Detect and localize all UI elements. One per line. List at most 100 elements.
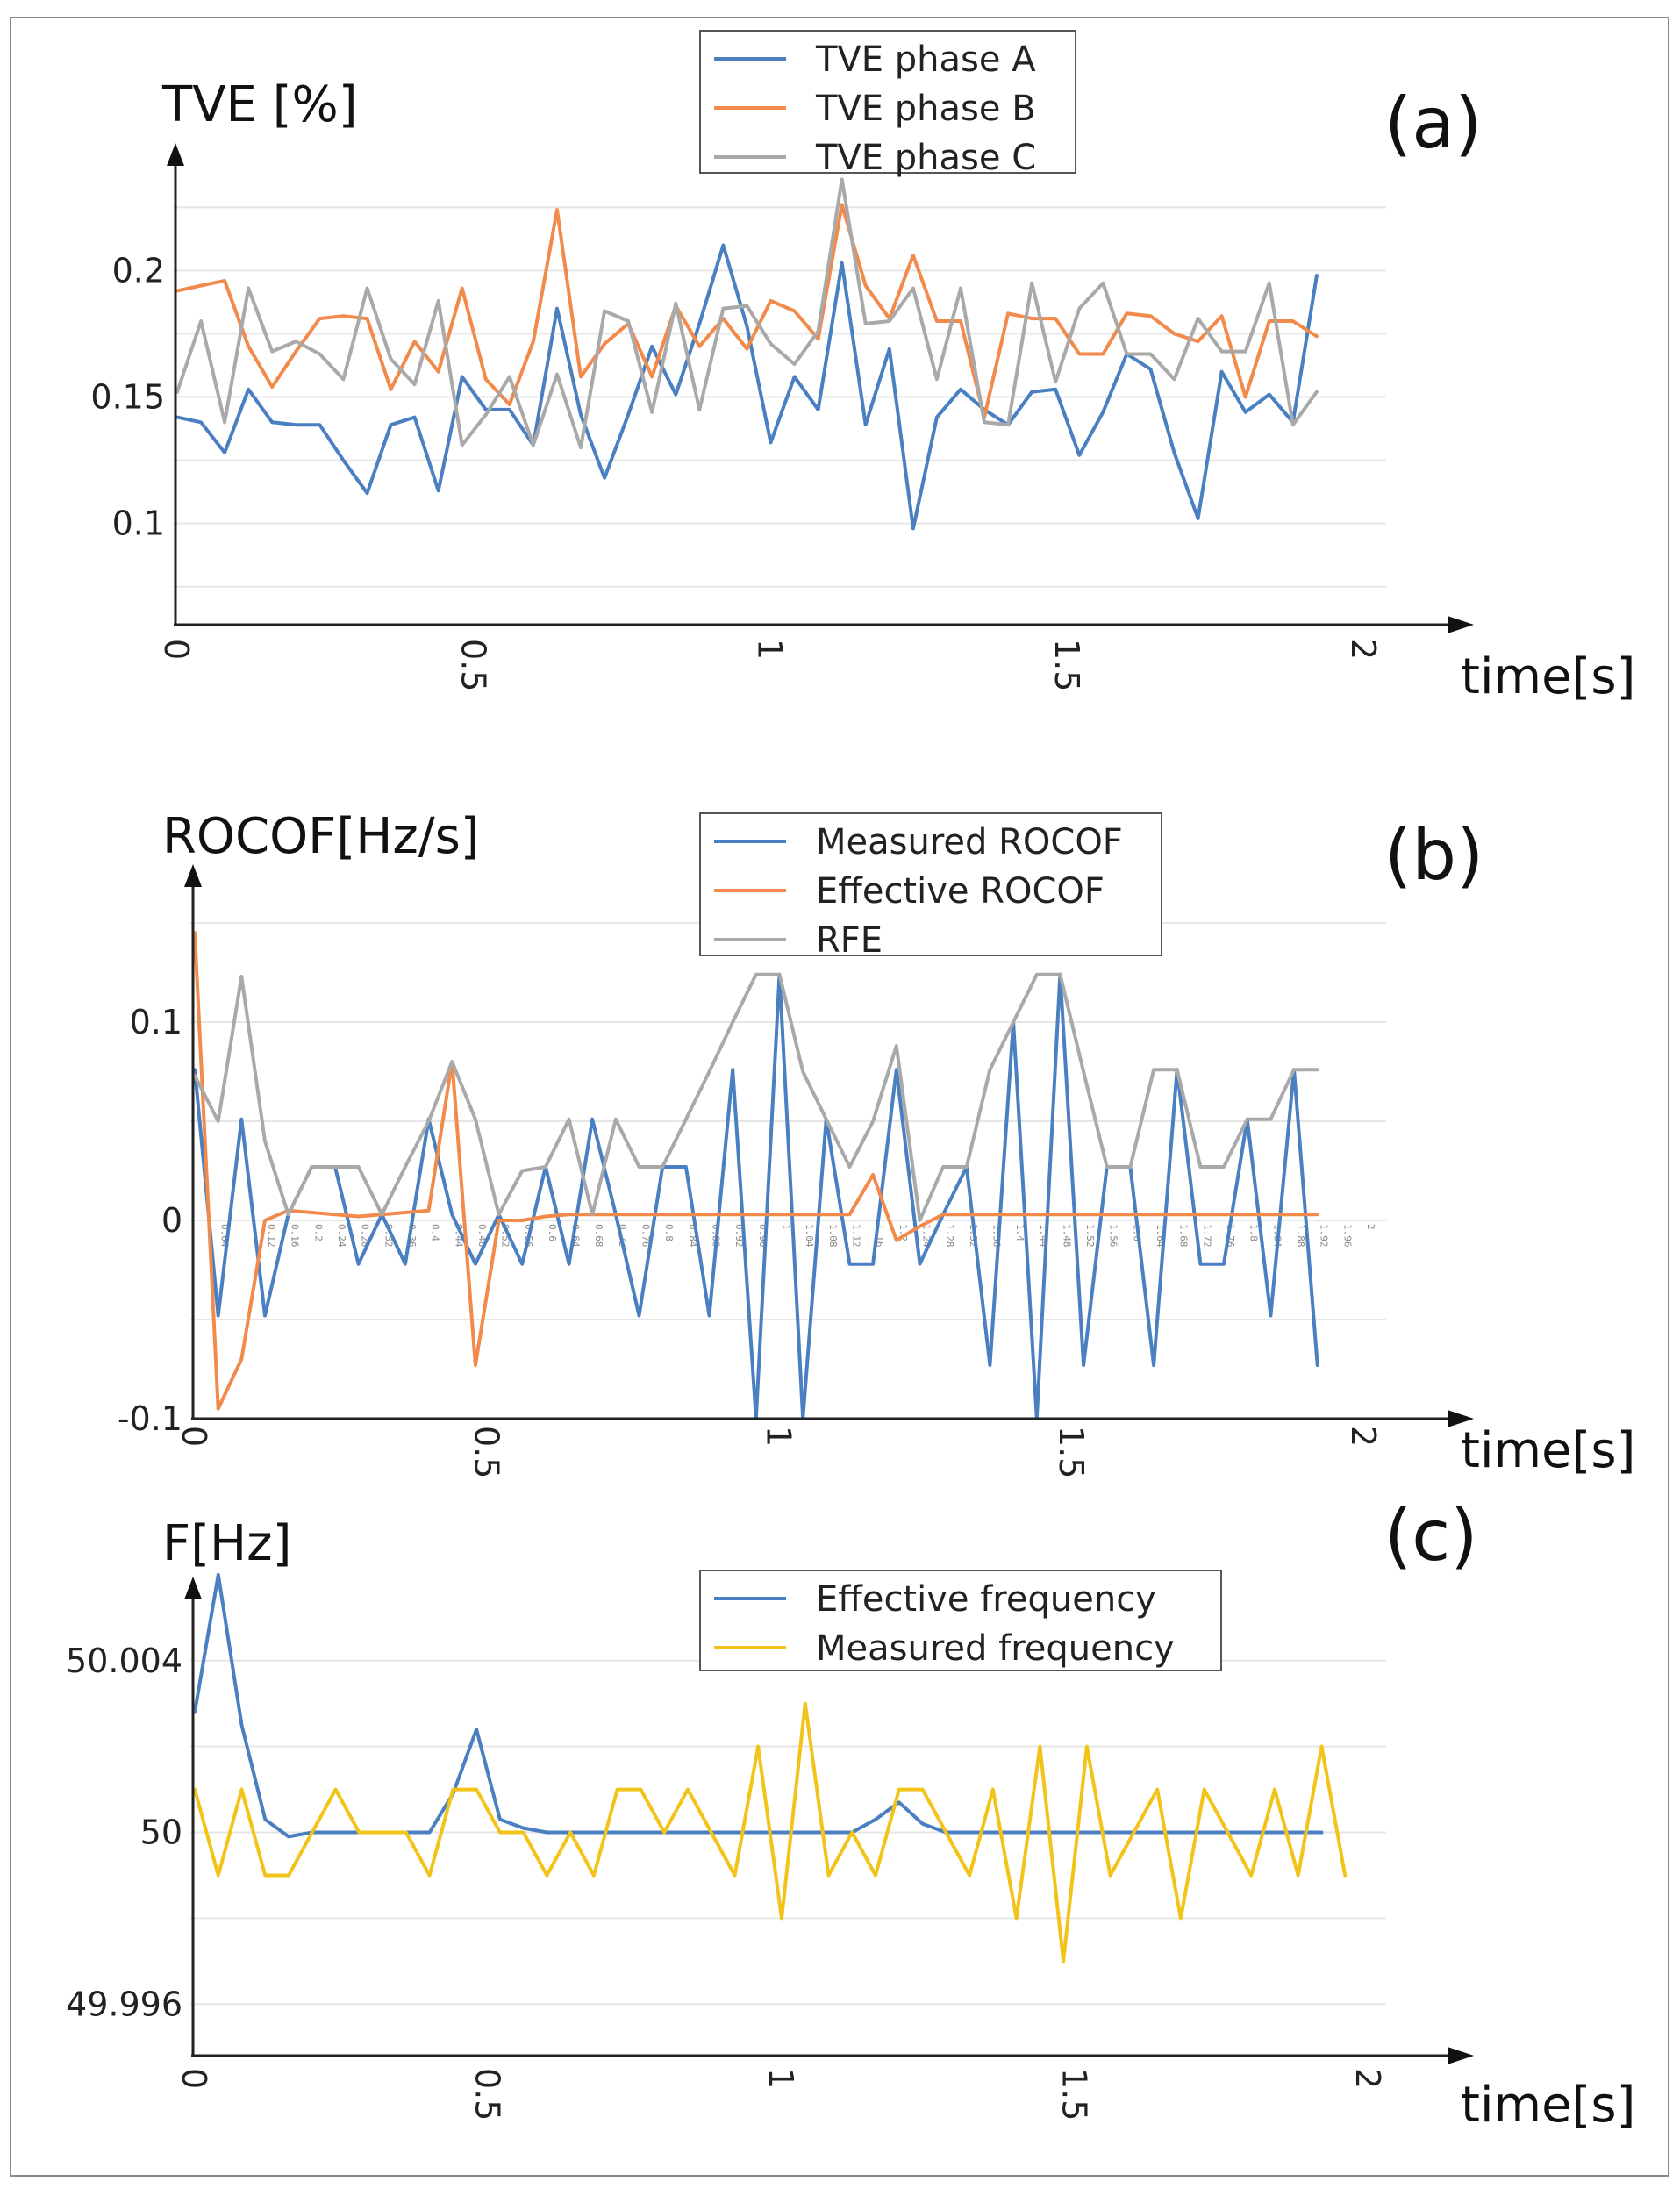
y-axis-arrow [184,1577,202,1599]
minor-tick-label: 1.8 [1248,1224,1260,1241]
legend-label: Measured frequency [816,1628,1175,1669]
legend-label: TVE phase A [815,39,1036,80]
panel-a-xlabel: time[s] [1461,648,1635,705]
panel-a-ylabel: TVE [%] [161,76,358,133]
panel-b-legend-box [699,812,1162,956]
minor-tick-label: 1.4 [1014,1224,1026,1241]
legend-label: RFE [816,920,883,961]
y-tick-label: 50.004 [66,1642,182,1680]
panel-b-axes [184,864,1474,1427]
minor-tick-label: 1.96 [1341,1224,1353,1248]
y-tick-label: 0.1 [112,504,165,543]
panel-a-series [175,177,1319,531]
panel-c-xlabel: time[s] [1461,2077,1635,2134]
legend-label: Measured ROCOF [816,822,1123,862]
y-tick-label: 50 [140,1813,182,1852]
figure-frame [10,17,1669,2177]
x-tick-label: 1.5 [1052,1426,1090,1478]
y-tick-label: 0 [161,1201,182,1240]
x-tick-label: 0.5 [454,639,492,691]
minor-tick-label: 2 [1365,1224,1376,1230]
minor-tick-label: 1.72 [1201,1224,1212,1248]
minor-tick-label: 0.16 [290,1224,301,1248]
x-tick-label: 0 [175,2068,213,2089]
panel-a-yticks: 0.1 0.15 0.2 [90,251,165,542]
minor-tick-label: 1.12 [850,1224,861,1248]
minor-tick-label: 0.44 [453,1224,464,1248]
minor-tick-label: 0.68 [593,1224,604,1248]
panel-b-xticks: 0 0.5 1 1.5 2 [175,1426,1383,1478]
x-tick-label: 0 [175,1426,213,1447]
x-tick-label: 1 [761,2068,800,2089]
minor-tick-label: 1.52 [1084,1224,1096,1248]
minor-tick-label: 0.32 [382,1224,394,1248]
y-tick-label: -0.1 [118,1399,182,1438]
x-tick-label: 0.5 [468,2068,507,2121]
series-line-tve-phase-b [175,203,1319,419]
minor-tick-label: 0.2 [312,1224,324,1241]
panel-c-xticks: 0 0.5 1 1.5 2 [175,2068,1387,2121]
minor-tick-label: 1.92 [1319,1224,1330,1248]
panel-c-yticks: 49.996 50 50.004 [66,1642,182,2024]
minor-tick-label: 1.28 [944,1224,955,1248]
panel-c-legend-box [699,1570,1222,1671]
minor-tick-label: 0.4 [430,1224,441,1241]
minor-tick-label: 1.56 [1108,1224,1119,1248]
panel-a-axes [167,143,1474,633]
x-tick-label: 2 [1344,1426,1383,1447]
y-tick-label: 0.1 [130,1003,182,1041]
minor-tick-label: 0.76 [640,1224,652,1248]
panel-c-axes [184,1577,1474,2064]
x-axis-arrow [1448,616,1474,633]
panel-c-ylabel: F[Hz] [162,1515,291,1572]
x-tick-label: 0 [157,639,196,660]
panel-b-legend: Measured ROCOF Effective ROCOF RFE [699,812,1162,961]
minor-tick-label: 1.88 [1295,1224,1306,1248]
x-tick-label: 1 [760,1426,798,1447]
y-tick-label: 0.2 [112,251,165,290]
minor-tick-label: 1.08 [827,1224,839,1248]
panel-c-series [193,1572,1348,1964]
minor-tick-label: 0.24 [336,1224,347,1248]
series-line-tve-phase-c [175,177,1319,450]
series-line-measured-frequency [193,1701,1348,1964]
panel-c-label: (c) [1384,1495,1477,1577]
panel-b-label: (b) [1384,814,1483,896]
x-tick-label: 2 [1348,2068,1387,2089]
panel-c-legend: Effective frequency Measured frequency [699,1570,1222,1671]
x-axis-arrow [1448,1410,1474,1427]
panel-b-yticks: -0.1 0 0.1 [118,1003,182,1438]
panel-c: 49.996 50 50.004 0 0.5 1 1.5 2 F[Hz] time[s] (… [66,1495,1635,2134]
minor-tick-label: 0.8 [663,1224,675,1241]
x-tick-label: 1.5 [1047,639,1086,691]
y-axis-arrow [167,143,184,166]
y-tick-label: 49.996 [66,1985,182,2023]
panel-b-xlabel: time[s] [1461,1422,1635,1479]
legend-label: Effective frequency [816,1579,1156,1620]
minor-tick-label: 0.6 [547,1224,558,1241]
minor-tick-label: 0.52 [500,1224,511,1248]
panel-b-ylabel: ROCOF[Hz/s] [162,808,480,865]
x-tick-label: 2 [1344,639,1383,660]
panel-b-series [193,931,1319,1420]
panel-a: 0.1 0.15 0.2 0 0.5 1 1.5 2 TVE [%] time[s] (a)… [90,30,1635,705]
y-axis-arrow [184,864,202,887]
panel-a-gridlines [173,206,1386,588]
legend-label: TVE phase C [815,138,1036,178]
series-line-rfe [193,972,1319,1222]
legend-label: TVE phase B [815,89,1036,129]
x-tick-label: 1.5 [1055,2068,1094,2121]
series-line-tve-phase-a [175,243,1319,531]
panel-a-legend: TVE phase A TVE phase B TVE phase C [699,30,1076,178]
panel-a-label: (a) [1384,82,1482,164]
minor-tick-label: 1.48 [1061,1224,1072,1248]
panel-a-xticks: 0 0.5 1 1.5 2 [157,639,1383,691]
x-axis-arrow [1448,2047,1474,2064]
minor-tick-label: 0.12 [266,1224,277,1248]
panel-b: 0.04 0.12 0.16 0.2 0.24 0.28 0.32 0.36 0.4 0.44 0.… [118,808,1636,1479]
minor-tick-label: 1.68 [1178,1224,1190,1248]
legend-label: Effective ROCOF [816,871,1105,912]
y-tick-label: 0.15 [90,378,165,417]
x-tick-label: 0.5 [467,1426,505,1478]
